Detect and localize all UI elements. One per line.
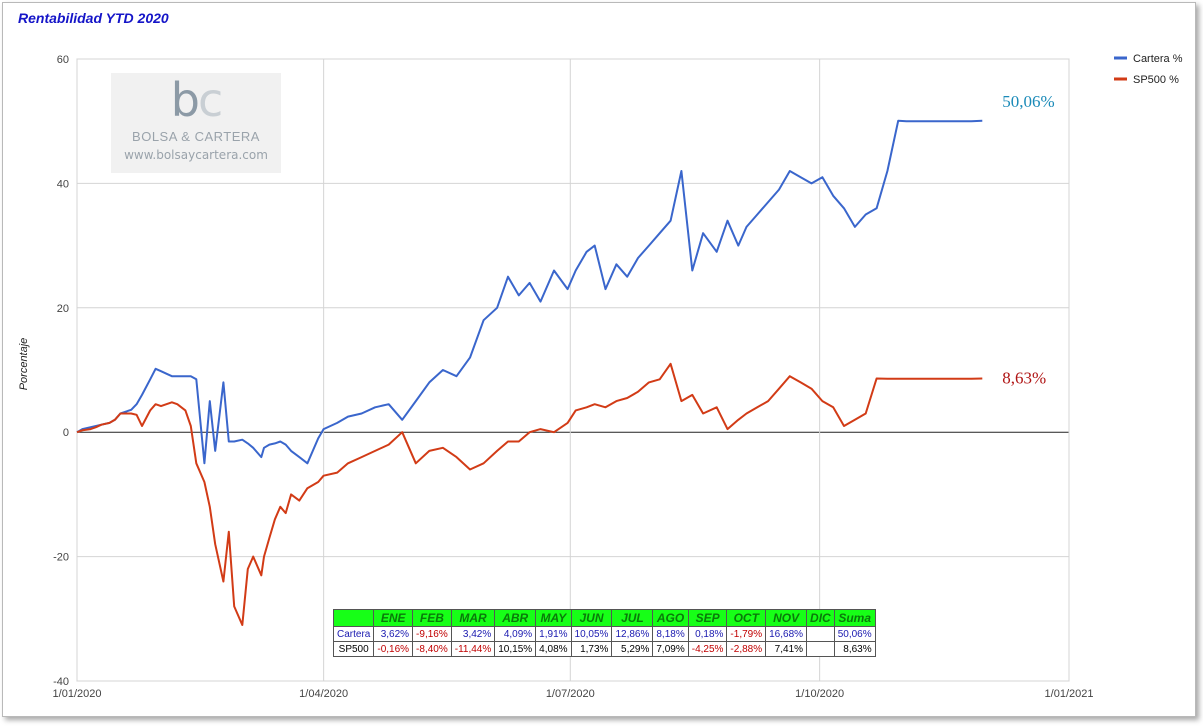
table-cell — [806, 626, 835, 642]
table-cell: 8,18% — [652, 626, 689, 642]
y-tick-label: -20 — [53, 552, 69, 564]
table-cell: 8,63% — [833, 641, 876, 657]
axes: 60 40 20 0 -20 -401/01/2020 1/04/2020 1/07/2020… — [18, 54, 1093, 700]
table-row: Cartera 3,62% -9,16% 3,42% 4,09% 1,91% 10,05% 1… — [332, 626, 876, 642]
monthly-returns-table: ENE FEB MAR ABR MAY JUN JUL AGO SEP OCT NOV DIC Suma… — [332, 609, 876, 657]
end-value-label: 8,63% — [1002, 369, 1046, 388]
table-cell: 1,91% — [535, 626, 572, 642]
legend-label: Cartera % — [1133, 53, 1183, 65]
table-cell: -8,40% — [412, 641, 452, 657]
table-cell: -9,16% — [412, 626, 452, 642]
table-header-cell: FEB — [412, 609, 452, 627]
table-header-cell: MAY — [535, 609, 572, 627]
table-row-label: Cartera — [332, 626, 375, 642]
x-tick-label: 1/04/2020 — [299, 688, 348, 700]
table-header-cell: DIC — [806, 609, 835, 627]
labels: 50,06% 8,63% — [1002, 92, 1054, 388]
y-tick-label: 40 — [57, 178, 69, 190]
series-lines — [76, 119, 983, 626]
table-cell: -2,88% — [726, 641, 767, 657]
watermark-name: BOLSA & CARTERA — [132, 129, 260, 144]
table-cell: 3,42% — [450, 626, 496, 642]
table-header-cell: JUN — [570, 609, 613, 627]
table-header-cell: SEP — [687, 609, 728, 627]
series-line-sp500 — [76, 362, 983, 626]
table-cell: 1,73% — [570, 641, 613, 657]
x-tick-label: 1/07/2020 — [546, 688, 595, 700]
table-cell: 12,86% — [611, 626, 654, 642]
table-header-cell: NOV — [765, 609, 808, 627]
table-header-cell — [332, 609, 375, 627]
x-tick-label: 1/10/2020 — [795, 688, 844, 700]
table-cell: 10,15% — [494, 641, 537, 657]
table-header-cell: AGO — [652, 609, 689, 627]
y-axis-label: Porcentaje — [18, 338, 30, 391]
y-tick-label: 0 — [63, 427, 69, 439]
table-header-cell: JUL — [611, 609, 654, 627]
table-row-label: SP500 — [332, 641, 375, 657]
table-header-cell: OCT — [726, 609, 767, 627]
y-tick-label: -40 — [53, 676, 69, 688]
grid-lines — [76, 58, 1070, 682]
table-cell: -1,79% — [726, 626, 767, 642]
table-cell: -4,25% — [687, 641, 728, 657]
series-line-cartera — [76, 119, 983, 465]
table-cell: 16,68% — [765, 626, 808, 642]
table-row: SP500 -0,16% -8,40% -11,44% 10,15% 4,08% 1,73%… — [332, 641, 876, 657]
end-value-label: 50,06% — [1002, 92, 1054, 111]
table-header-row: ENE FEB MAR ABR MAY JUN JUL AGO SEP OCT NOV DIC Suma — [332, 609, 876, 627]
table-cell: 3,62% — [373, 626, 414, 642]
logo-letter-b: b — [170, 73, 200, 127]
watermark-logo: bc BOLSA & CARTERA www.bolsaycartera.com — [111, 73, 281, 173]
table-cell: -11,44% — [450, 641, 496, 657]
table-cell: 0,18% — [687, 626, 728, 642]
table-cell: 7,09% — [652, 641, 689, 657]
logo-letter-c: c — [197, 73, 223, 127]
table-cell: 5,29% — [611, 641, 654, 657]
y-tick-label: 60 — [57, 54, 69, 66]
x-tick-label: 1/01/2021 — [1045, 688, 1094, 700]
watermark-url: www.bolsaycartera.com — [124, 148, 268, 162]
table-header-cell: Suma — [833, 609, 876, 627]
table-header-cell: ENE — [373, 609, 414, 627]
table-cell: 4,08% — [535, 641, 572, 657]
legend-label: SP500 % — [1133, 74, 1179, 86]
table-cell — [806, 641, 835, 657]
y-tick-label: 20 — [57, 303, 69, 315]
legend: Cartera % SP500 % — [1114, 53, 1183, 86]
table-cell: 50,06% — [833, 626, 876, 642]
x-tick-label: 1/01/2020 — [53, 688, 102, 700]
table-cell: 4,09% — [494, 626, 537, 642]
table-cell: 7,41% — [765, 641, 808, 657]
bc-logo: bc — [111, 77, 281, 123]
table-header-cell: ABR — [494, 609, 537, 627]
table-cell: -0,16% — [373, 641, 414, 657]
table-cell: 10,05% — [570, 626, 613, 642]
table-header-cell: MAR — [450, 609, 496, 627]
chart-title: Rentabilidad YTD 2020 — [18, 10, 169, 26]
